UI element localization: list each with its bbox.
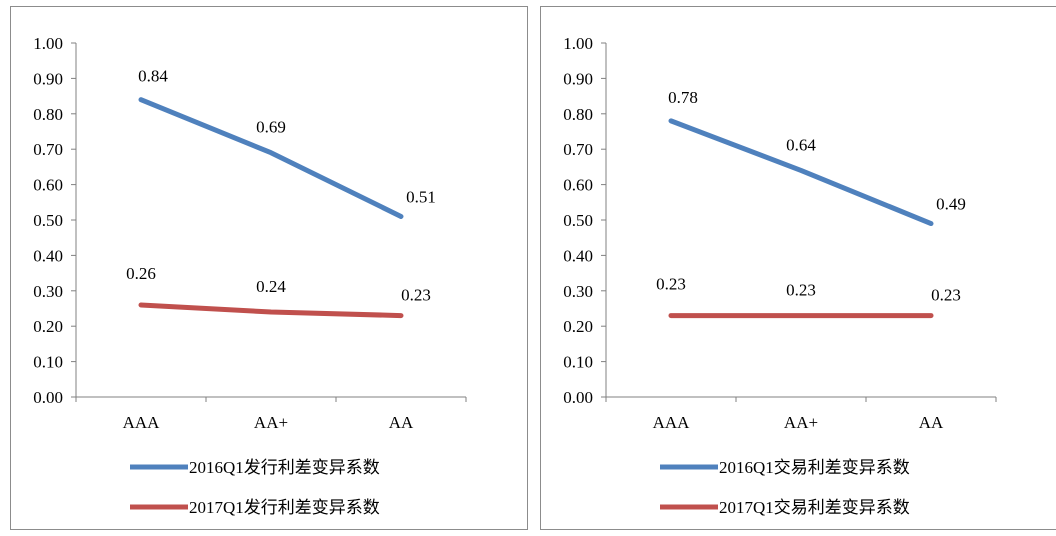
x-tick-label: AAA: [653, 413, 691, 432]
x-tick-label: AA: [919, 413, 944, 432]
legend-label-2: 2017Q1交易利差变异系数: [719, 498, 910, 517]
x-tick-label: AA+: [254, 413, 288, 432]
y-tick-label: 0.80: [563, 105, 593, 124]
chart-svg-trading: 0.00 0.10 0.20 0.30 0.40 0.50 0.60 0.70 0.80 0.90…: [563, 34, 997, 517]
series-line-1: [138, 97, 404, 219]
y-tick-label: 0.00: [563, 388, 593, 407]
data-label: 0.23: [931, 286, 961, 305]
y-tick-label: 0.10: [563, 353, 593, 372]
y-tick-label: 0.40: [33, 246, 63, 265]
series-line-2: [138, 302, 404, 319]
y-tick-label: 0.90: [563, 69, 593, 88]
y-tick-label: 0.60: [563, 176, 593, 195]
data-label: 0.26: [126, 264, 156, 283]
y-tick-label: 0.90: [33, 69, 63, 88]
x-tick-label: AA: [389, 413, 414, 432]
chart-svg-issuance: 0.00 0.10 0.20 0.30 0.40 0.50 0.60 0.70 0.80 0.90…: [33, 34, 467, 517]
y-tick-label: 0.60: [33, 176, 63, 195]
y-tick-label: 0.30: [563, 282, 593, 301]
y-tick-label: 0.70: [33, 140, 63, 159]
data-label: 0.49: [936, 195, 966, 214]
data-label: 0.51: [406, 187, 436, 206]
legend-label-1: 2016Q1发行利差变异系数: [189, 458, 380, 477]
data-label: 0.23: [401, 286, 431, 305]
y-tick-label: 0.20: [33, 317, 63, 336]
y-tick-label: 0.80: [33, 105, 63, 124]
y-tick-label: 0.10: [33, 353, 63, 372]
y-tick-label: 0.50: [563, 211, 593, 230]
x-tick-label: AAA: [123, 413, 161, 432]
y-tick-label: 0.40: [563, 246, 593, 265]
data-label: 0.64: [786, 135, 816, 154]
y-tick-label: 0.30: [33, 282, 63, 301]
y-tick-label: 1.00: [563, 34, 593, 53]
chart-panel-issuance: 0.00 0.10 0.20 0.30 0.40 0.50 0.60 0.70 0.80 0.90…: [10, 6, 528, 530]
y-tick-label: 0.50: [33, 211, 63, 230]
chart-panel-trading: 0.00 0.10 0.20 0.30 0.40 0.50 0.60 0.70 0.80 0.90…: [540, 6, 1056, 530]
y-tick-label: 1.00: [33, 34, 63, 53]
data-label: 0.84: [138, 67, 168, 86]
data-label: 0.24: [256, 277, 286, 296]
y-tick-label: 0.20: [563, 317, 593, 336]
data-label: 0.23: [656, 275, 686, 294]
y-tick-label: 0.70: [563, 140, 593, 159]
data-label: 0.23: [786, 281, 816, 300]
legend-label-1: 2016Q1交易利差变异系数: [719, 458, 910, 477]
series-line-1: [668, 118, 934, 227]
data-label: 0.78: [668, 88, 698, 107]
y-tick-label: 0.00: [33, 388, 63, 407]
x-tick-label: AA+: [784, 413, 818, 432]
legend-label-2: 2017Q1发行利差变异系数: [189, 498, 380, 517]
data-label: 0.69: [256, 118, 286, 137]
